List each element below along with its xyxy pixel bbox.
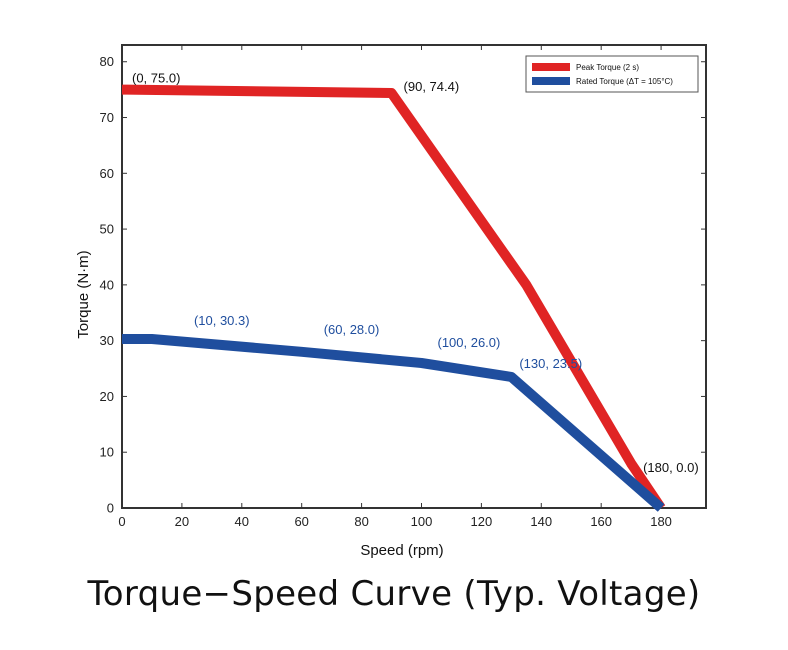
legend: Peak Torque (2 s) Rated Torque (ΔT = 105°…: [525, 55, 699, 93]
y-tick-label: 20: [100, 389, 114, 404]
y-tick-label: 50: [100, 222, 114, 237]
point-label: (100, 26.0): [437, 335, 500, 350]
legend-box: [525, 55, 699, 93]
x-axis-title: Speed (rpm): [360, 542, 443, 559]
x-tick-label: 0: [118, 514, 125, 529]
x-tick-label: 40: [235, 514, 249, 529]
y-tick-label: 60: [100, 166, 114, 181]
axis-ticks: 0 20 40 60 80 100 120 140 160 180 0 10 20 30 40 50 60 70 8…: [100, 45, 706, 529]
x-tick-label: 20: [175, 514, 189, 529]
x-tick-label: 160: [590, 514, 612, 529]
x-tick-label: 100: [411, 514, 433, 529]
y-tick-label: 30: [100, 333, 114, 348]
point-label: (90, 74.4): [404, 79, 460, 94]
x-tick-label: 60: [294, 514, 308, 529]
point-label: (130, 23.5): [519, 356, 582, 371]
y-tick-label: 80: [100, 54, 114, 69]
y-tick-label: 70: [100, 110, 114, 125]
x-tick-label: 120: [471, 514, 493, 529]
peak-torque-line: [121, 84, 666, 511]
point-label: (10, 30.3): [194, 313, 250, 328]
legend-entry: Peak Torque (2 s): [576, 63, 639, 72]
x-tick-label: 180: [650, 514, 672, 529]
y-axis-title: Torque (N·m): [75, 250, 92, 338]
x-tick-label: 140: [530, 514, 552, 529]
legend-swatch: [532, 63, 570, 71]
x-tick-label: 80: [354, 514, 368, 529]
y-tick-label: 10: [100, 445, 114, 460]
series-layer: [121, 84, 666, 512]
y-tick-label: 40: [100, 277, 114, 292]
chart-title: Torque−Speed Curve (Typ. Voltage): [87, 574, 701, 614]
annotation-layer: (0, 75.0) (90, 74.4) (180, 0.0) (10, 30.3) (…: [132, 71, 699, 475]
point-label: (0, 75.0): [132, 71, 180, 86]
legend-entry: Rated Torque (ΔT = 105°C): [576, 77, 673, 86]
rated-torque-line: [122, 334, 665, 512]
point-label: (60, 28.0): [324, 322, 380, 337]
y-tick-label: 0: [107, 501, 114, 516]
point-label: (180, 0.0): [643, 460, 699, 475]
legend-swatch: [532, 77, 570, 85]
